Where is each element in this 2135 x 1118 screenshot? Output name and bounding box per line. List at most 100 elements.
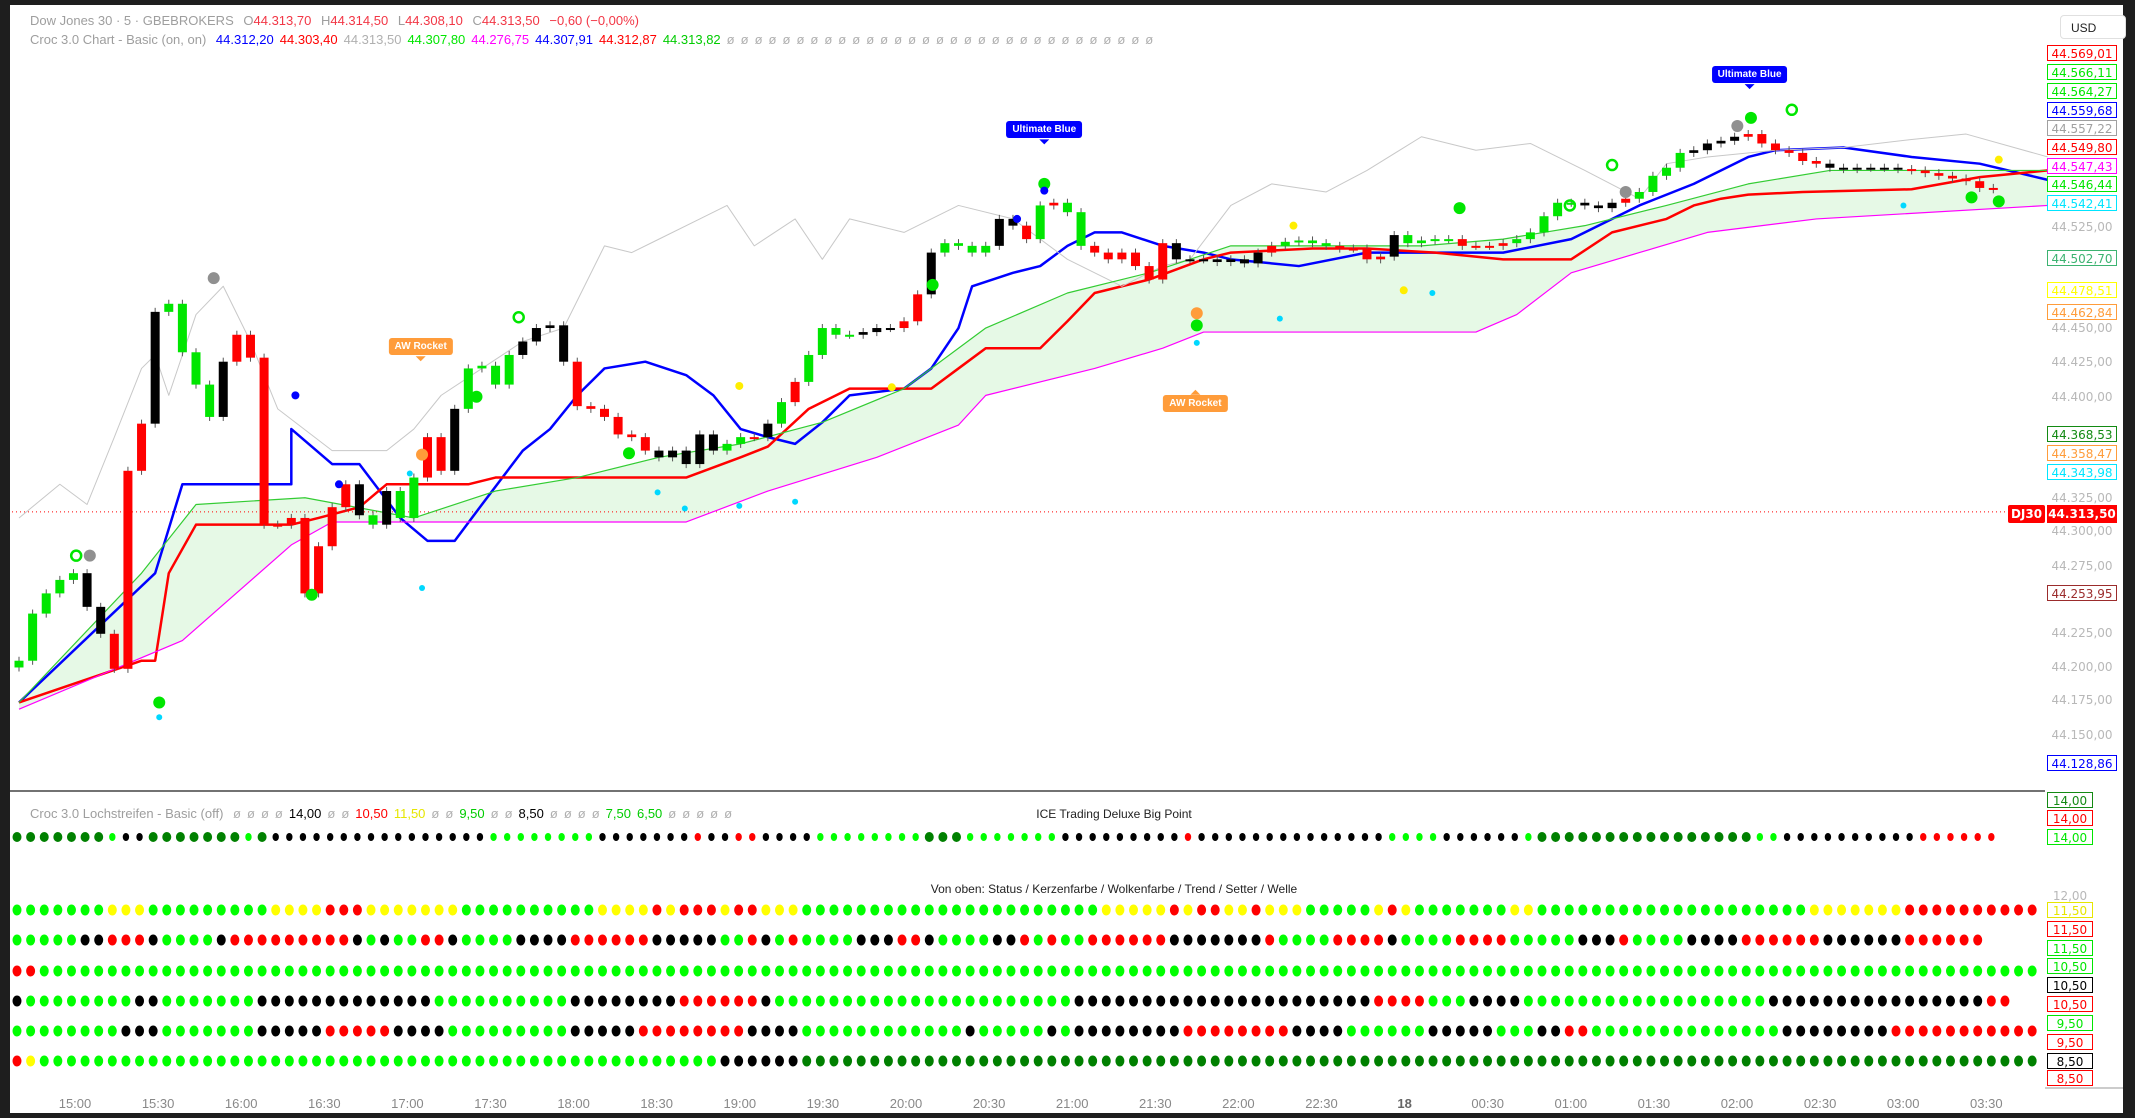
big-point-dot bbox=[572, 833, 579, 841]
welle-dot bbox=[1197, 1055, 1207, 1067]
status-dot bbox=[1591, 904, 1601, 916]
trend-dot bbox=[502, 995, 512, 1007]
trend-dot bbox=[911, 995, 921, 1007]
setter-dot bbox=[325, 1025, 335, 1037]
status-dot bbox=[1551, 904, 1561, 916]
trend-dot bbox=[1197, 995, 1207, 1007]
kerzenfarbe-dot bbox=[1292, 934, 1302, 946]
candle-body bbox=[1757, 134, 1767, 144]
trend-dot bbox=[883, 995, 893, 1007]
status-dot bbox=[1523, 904, 1533, 916]
wolkenfarbe-dot bbox=[611, 965, 621, 977]
wolkenfarbe-dot bbox=[979, 965, 989, 977]
trend-dot bbox=[1619, 995, 1629, 1007]
setter-dot bbox=[502, 1025, 512, 1037]
wolkenfarbe-dot bbox=[1632, 965, 1642, 977]
chart-canvas[interactable] bbox=[10, 5, 2123, 1113]
welle-dot bbox=[1523, 1055, 1533, 1067]
indicator-value: ø bbox=[1103, 32, 1112, 47]
candle-body bbox=[491, 365, 501, 385]
trend-dot bbox=[1673, 995, 1683, 1007]
big-point-dot bbox=[286, 833, 293, 841]
kerzenfarbe-dot bbox=[271, 934, 281, 946]
trend-dot bbox=[407, 995, 417, 1007]
trend-dot bbox=[1401, 995, 1411, 1007]
kerzenfarbe-dot bbox=[706, 934, 716, 946]
wolkenfarbe-dot bbox=[1401, 965, 1411, 977]
big-point-dot bbox=[395, 833, 402, 841]
candle-body bbox=[1648, 175, 1658, 192]
trend-dot bbox=[1959, 995, 1969, 1007]
trend-dot bbox=[952, 995, 962, 1007]
candle bbox=[382, 486, 392, 529]
candle bbox=[1947, 171, 1957, 183]
symbol-legend[interactable]: Dow Jones 30 · 5 · GBEBROKERS O44.313,70… bbox=[30, 13, 645, 28]
ichimoku-cloud bbox=[19, 170, 2048, 710]
welle-dot bbox=[829, 1055, 839, 1067]
status-dot bbox=[1741, 904, 1751, 916]
wolkenfarbe-dot bbox=[1115, 965, 1125, 977]
indicator-value: ø bbox=[782, 32, 791, 47]
welle-dot bbox=[1796, 1055, 1806, 1067]
trend-dot bbox=[1306, 995, 1316, 1007]
kerzenfarbe-dot bbox=[1864, 934, 1874, 946]
status-dot bbox=[1728, 904, 1738, 916]
welle-dot bbox=[856, 1055, 866, 1067]
candle bbox=[436, 433, 446, 475]
candle bbox=[1852, 163, 1862, 174]
kerzenfarbe-dot bbox=[107, 934, 117, 946]
status-dot bbox=[135, 904, 145, 916]
status-dot bbox=[965, 904, 975, 916]
welle-dot bbox=[1809, 1055, 1819, 1067]
setter-dot bbox=[1442, 1025, 1452, 1037]
wolkenfarbe-dot bbox=[734, 965, 744, 977]
wolkenfarbe-dot bbox=[243, 965, 253, 977]
candle-body bbox=[1076, 212, 1086, 246]
big-point-dot bbox=[531, 833, 538, 841]
currency-button[interactable]: USD bbox=[2060, 15, 2126, 39]
big-point-dot bbox=[1470, 833, 1478, 841]
status-dot bbox=[1074, 904, 1084, 916]
welle-dot bbox=[298, 1055, 308, 1067]
big-point-dot bbox=[1537, 832, 1547, 842]
kerzenfarbe-dot bbox=[1483, 934, 1493, 946]
kerzenfarbe-dot bbox=[870, 934, 880, 946]
trend-dot bbox=[1496, 995, 1506, 1007]
indicator-value: 44.307,80 bbox=[407, 32, 466, 47]
welle-dot bbox=[1837, 1055, 1847, 1067]
lochstreifen-value: ø bbox=[668, 806, 677, 821]
wolkenfarbe-dot bbox=[1782, 965, 1792, 977]
candle bbox=[422, 433, 432, 482]
candle-body bbox=[736, 437, 746, 444]
kerzenfarbe-dot bbox=[1496, 934, 1506, 946]
status-dot bbox=[94, 904, 104, 916]
candle bbox=[205, 380, 215, 421]
trend-dot bbox=[1932, 995, 1942, 1007]
setter-dot bbox=[938, 1025, 948, 1037]
candle bbox=[1321, 239, 1331, 250]
wolkenfarbe-dot bbox=[952, 965, 962, 977]
candle bbox=[191, 348, 201, 389]
status-dot bbox=[1959, 904, 1969, 916]
status-dot bbox=[1755, 904, 1765, 916]
candle bbox=[1076, 208, 1086, 250]
setter-dot bbox=[1224, 1025, 1234, 1037]
wolkenfarbe-dot bbox=[1728, 965, 1738, 977]
indicator-value: ø bbox=[754, 32, 763, 47]
candle bbox=[708, 430, 718, 455]
wolkenfarbe-dot bbox=[1346, 965, 1356, 977]
status-dot bbox=[652, 904, 662, 916]
kerzenfarbe-dot bbox=[1265, 934, 1275, 946]
status-dot bbox=[175, 904, 185, 916]
candle bbox=[1035, 201, 1045, 244]
trend-dot bbox=[1319, 995, 1329, 1007]
trend-dot bbox=[189, 995, 199, 1007]
indicator-legend[interactable]: Croc 3.0 Chart - Basic (on, on) 44.312,2… bbox=[30, 32, 1159, 47]
candle-body bbox=[1934, 173, 1944, 176]
wolkenfarbe-dot bbox=[1292, 965, 1302, 977]
setter-dot bbox=[1660, 1025, 1670, 1037]
status-dot bbox=[1169, 904, 1179, 916]
welle-dot bbox=[666, 1055, 676, 1067]
setter-dot bbox=[856, 1025, 866, 1037]
